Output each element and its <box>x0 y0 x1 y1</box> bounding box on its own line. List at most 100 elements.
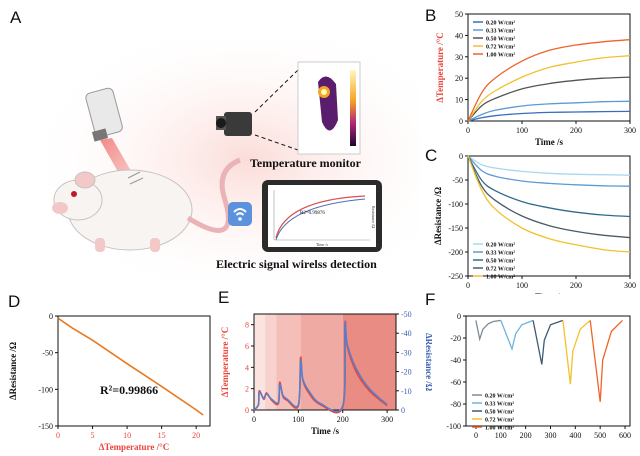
series-line-4 <box>467 55 631 122</box>
panel-label-f: F <box>425 290 436 309</box>
y-tick-label: -150 <box>448 224 463 233</box>
legend-entry: 0.33 W/cm² <box>486 29 515 35</box>
plot-frame <box>253 313 397 411</box>
series-line-5 <box>467 155 631 253</box>
series-line-5 <box>589 319 623 402</box>
series-line-2 <box>253 321 388 413</box>
y-tick-label: -60 <box>450 378 461 387</box>
x-axis-label: Time /s <box>535 292 564 294</box>
y-tick-label: -80 <box>450 400 461 409</box>
x-tick-label: 0 <box>474 431 478 440</box>
series-line-2 <box>500 319 534 352</box>
x-tick-label: 300 <box>381 415 393 424</box>
panel-label-c: C <box>425 146 438 165</box>
y2-axis-label: ΔResistance /Ω <box>424 333 432 391</box>
laser-device-icon <box>85 87 123 142</box>
legend-entry: 1.00 W/cm² <box>486 53 515 59</box>
wifi-icon <box>228 202 252 226</box>
panel-label-a: A <box>10 8 22 27</box>
series-line-3 <box>467 76 631 122</box>
legend-entry: 0.33 W/cm² <box>486 251 515 257</box>
x-tick-label: 10 <box>123 431 131 440</box>
y-tick-label: 50 <box>455 10 463 19</box>
series-line-4 <box>562 319 591 385</box>
x-tick-label: 300 <box>624 126 636 135</box>
x-tick-label: 300 <box>624 281 636 290</box>
tablet-ylabel: Resistance /Ω <box>371 206 376 228</box>
y-tick-label: 4 <box>245 363 249 372</box>
x-tick-label: 300 <box>544 431 556 440</box>
rat-illustration <box>52 157 242 252</box>
y-axis-label: ΔResistance /Ω <box>8 342 18 400</box>
y-tick-label: 10 <box>455 96 463 105</box>
heating-band <box>342 314 396 410</box>
y2-tick-label: -40 <box>401 329 412 338</box>
y-tick-label: -100 <box>448 200 463 209</box>
chart-e: 0 100 200 300 0 2 4 6 8 0 -10 -20 -30 -40 -50 ΔResistan… <box>220 310 432 436</box>
series-line-2 <box>467 100 631 122</box>
y2-tick-label: 0 <box>401 406 405 415</box>
y-tick-label: -50 <box>42 349 53 358</box>
y-tick-label: 0 <box>457 312 461 321</box>
x-axis-label: ΔTemperature /°C <box>99 442 169 452</box>
heating-band <box>300 314 343 410</box>
plot-frame <box>465 315 631 427</box>
thermal-image <box>297 61 361 155</box>
legend-entry: 0.72 W/cm² <box>486 45 515 51</box>
y-tick-label: -20 <box>450 334 461 343</box>
legend-entry: 0.72 W/cm² <box>485 418 514 424</box>
series-line-2 <box>467 155 631 187</box>
x-tick-label: 400 <box>569 431 581 440</box>
y-tick-label: -100 <box>38 385 53 394</box>
x-tick-label: 200 <box>570 126 582 135</box>
x-tick-label: 200 <box>570 281 582 290</box>
y-tick-label: 6 <box>245 342 249 351</box>
legend-entry: 0.50 W/cm² <box>485 410 514 416</box>
legend-entry: 1.00 W/cm² <box>486 275 515 281</box>
y2-tick-label: -30 <box>401 348 412 357</box>
x-tick-label: 100 <box>292 415 304 424</box>
series-line-1 <box>475 319 501 342</box>
y-tick-label: -100 <box>446 422 461 431</box>
x-tick-label: 200 <box>520 431 532 440</box>
y-tick-label: 30 <box>455 53 463 62</box>
series-line-3 <box>532 319 564 365</box>
x-tick-label: 100 <box>495 431 507 440</box>
x-tick-label: 15 <box>158 431 166 440</box>
panel-label-b: B <box>425 6 437 25</box>
y-tick-label: -40 <box>450 356 461 365</box>
y2-tick-label: -20 <box>401 368 412 377</box>
x-axis-label: Time /s <box>535 137 564 147</box>
legend-entry: 1.00 W/cm² <box>485 426 514 432</box>
x-tick-label: 100 <box>516 281 528 290</box>
series-line-5 <box>467 39 631 122</box>
y-tick-label: -50 <box>452 176 463 185</box>
x-tick-label: 0 <box>252 415 256 424</box>
r-squared-annotation: R²=0.99866 <box>100 383 158 397</box>
temperature-caption: Temperature monitor <box>250 156 362 170</box>
x-tick-label: 200 <box>337 415 349 424</box>
thermal-camera-icon <box>216 112 252 136</box>
y-tick-label: -200 <box>448 248 463 257</box>
y-axis-label: ΔResistance /Ω <box>433 187 443 245</box>
heating-band <box>276 314 301 410</box>
legend-entry: 0.20 W/cm² <box>486 21 515 27</box>
series-line-1 <box>467 155 631 176</box>
series-line-4 <box>467 155 631 239</box>
series-line-1 <box>467 110 631 122</box>
x-tick-label: 500 <box>594 431 606 440</box>
y-tick-label: 8 <box>245 321 249 330</box>
y-tick-label: -250 <box>448 272 463 281</box>
heating-band <box>254 314 266 410</box>
x-tick-label: 20 <box>192 431 200 440</box>
series-line-3 <box>467 155 631 218</box>
y-tick-label: 0 <box>49 312 53 321</box>
heating-band <box>265 314 277 410</box>
x-tick-label: 100 <box>516 126 528 135</box>
y-tick-label: 2 <box>245 385 249 394</box>
y-axis-label: ΔTemperature /°C <box>220 327 230 397</box>
y-axis-label: ΔTemperature /°C <box>435 32 445 102</box>
y-tick-label: 0 <box>459 152 463 161</box>
plot-frame <box>467 13 631 122</box>
y-tick-label: 0 <box>459 117 463 126</box>
